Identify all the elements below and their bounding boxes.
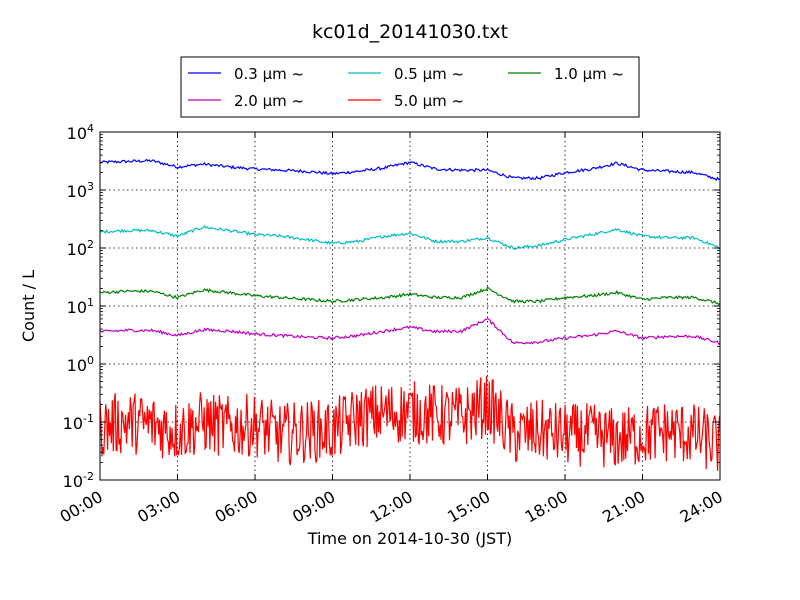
legend-entry: 0.5 μm ~ <box>394 65 464 83</box>
legend-entry: 5.0 μm ~ <box>394 92 464 110</box>
series-line <box>99 158 721 182</box>
y-tick-label: 101 <box>67 296 94 317</box>
y-tick-label: 10-2 <box>63 470 94 491</box>
y-tick-label: 10-1 <box>63 412 94 433</box>
series-line <box>99 225 721 250</box>
y-tick-label: 100 <box>67 354 94 375</box>
x-axis-label: Time on 2014-10-30 (JST) <box>307 529 512 548</box>
y-axis-label: Count / L <box>19 270 38 342</box>
y-tick-label: 103 <box>67 180 94 201</box>
legend-entry: 2.0 μm ~ <box>234 92 304 110</box>
y-tick-label: 104 <box>67 122 94 143</box>
series-line <box>99 375 721 471</box>
series-line <box>99 318 721 346</box>
legend-entry: 0.3 μm ~ <box>234 65 304 83</box>
series-line <box>99 286 721 306</box>
legend-box <box>180 56 640 118</box>
legend-entry: 1.0 μm ~ <box>554 65 624 83</box>
y-tick-label: 102 <box>67 238 94 259</box>
chart-title: kc01d_20141030.txt <box>312 21 508 43</box>
legend: 0.3 μm ~ 0.5 μm ~ 1.0 μm ~ 2.0 μm ~ 5.0 μm ~ <box>180 56 640 118</box>
y-axis-ticks: 10-2 10-1 100 101 102 103 104 <box>63 122 720 491</box>
